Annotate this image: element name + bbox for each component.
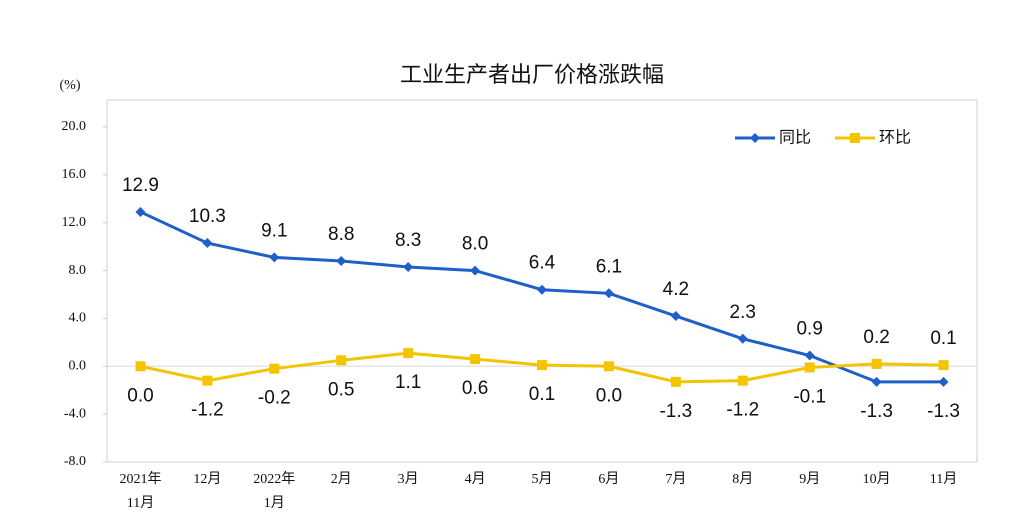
value-label: 0.1	[529, 384, 555, 405]
point	[938, 360, 949, 371]
y-tick-label: 12.0	[62, 215, 87, 230]
legend-marker	[850, 133, 860, 143]
x-tick-label: 7月	[665, 471, 686, 487]
chart-title: 工业生产者出厂价格涨跌幅	[400, 63, 664, 88]
point	[470, 265, 481, 276]
value-label: -1.2	[726, 400, 759, 421]
point	[737, 333, 748, 344]
point	[670, 311, 681, 322]
y-tick-label: 0.0	[69, 359, 87, 374]
value-label: -1.3	[860, 401, 893, 422]
point	[737, 375, 748, 386]
legend-label: 环比	[879, 128, 911, 147]
x-tick-label: 11月	[930, 471, 957, 487]
value-label: 8.0	[462, 234, 488, 255]
point	[403, 348, 414, 359]
value-label: 8.8	[328, 224, 354, 245]
y-tick-label: 4.0	[69, 311, 87, 326]
value-label: 0.9	[796, 319, 822, 340]
y-axis-label: (%)	[60, 78, 81, 93]
value-label: 0.1	[930, 328, 956, 349]
point	[336, 256, 347, 266]
point	[470, 354, 481, 365]
x-tick-label: 8月	[732, 471, 753, 487]
x-tick-label: 2月	[331, 471, 352, 487]
point	[135, 361, 146, 372]
point	[871, 358, 882, 369]
point	[670, 376, 681, 387]
y-tick-label: 8.0	[69, 263, 87, 278]
y-tick-label: -4.0	[64, 406, 86, 421]
point	[938, 376, 949, 387]
value-label: 4.2	[663, 279, 689, 300]
y-tick-label: 20.0	[62, 119, 87, 134]
value-label: 0.0	[127, 385, 153, 406]
x-tick-label: 4月	[465, 471, 486, 487]
value-label: -1.3	[659, 401, 692, 422]
value-label: 8.3	[395, 230, 421, 251]
value-label: 0.0	[596, 385, 622, 406]
value-label: 0.5	[328, 379, 354, 400]
point	[871, 376, 882, 387]
point	[537, 360, 547, 371]
value-label: 1.1	[395, 372, 421, 393]
value-label: 9.1	[261, 220, 287, 241]
legend-marker	[750, 133, 760, 143]
point	[537, 284, 547, 295]
value-label: 6.4	[529, 253, 556, 274]
point	[603, 361, 614, 372]
x-tick-label: 3月	[398, 471, 419, 487]
value-label: 6.1	[596, 256, 622, 277]
value-label: -0.2	[258, 388, 291, 409]
value-label: 0.6	[462, 378, 488, 399]
point	[202, 238, 213, 249]
value-label: 10.3	[189, 206, 226, 227]
value-label: -1.2	[191, 400, 224, 421]
value-label: 0.2	[863, 327, 889, 348]
point	[135, 206, 146, 217]
x-tick-label: 2022年 1月	[253, 471, 295, 511]
point	[269, 252, 280, 263]
x-tick-label: 2021年 11月	[119, 471, 161, 511]
value-label: 12.9	[122, 175, 159, 196]
y-tick-label: 16.0	[62, 167, 87, 182]
x-tick-label: 9月	[799, 471, 820, 487]
value-label: 2.3	[730, 302, 756, 323]
y-tick-label: -8.0	[64, 454, 86, 469]
value-label: -0.1	[793, 386, 826, 407]
point	[804, 350, 815, 361]
x-tick-label: 6月	[598, 471, 619, 487]
point	[603, 288, 614, 299]
point	[269, 363, 280, 374]
plot-frame	[106, 99, 978, 463]
value-label: -1.3	[927, 401, 960, 422]
x-tick-label: 5月	[532, 471, 553, 487]
x-tick-label: 10月	[863, 471, 891, 487]
point	[202, 375, 213, 386]
point	[804, 362, 815, 373]
point	[336, 355, 347, 366]
legend-label: 同比	[779, 128, 811, 147]
x-tick-label: 12月	[193, 471, 221, 487]
point	[403, 261, 414, 272]
